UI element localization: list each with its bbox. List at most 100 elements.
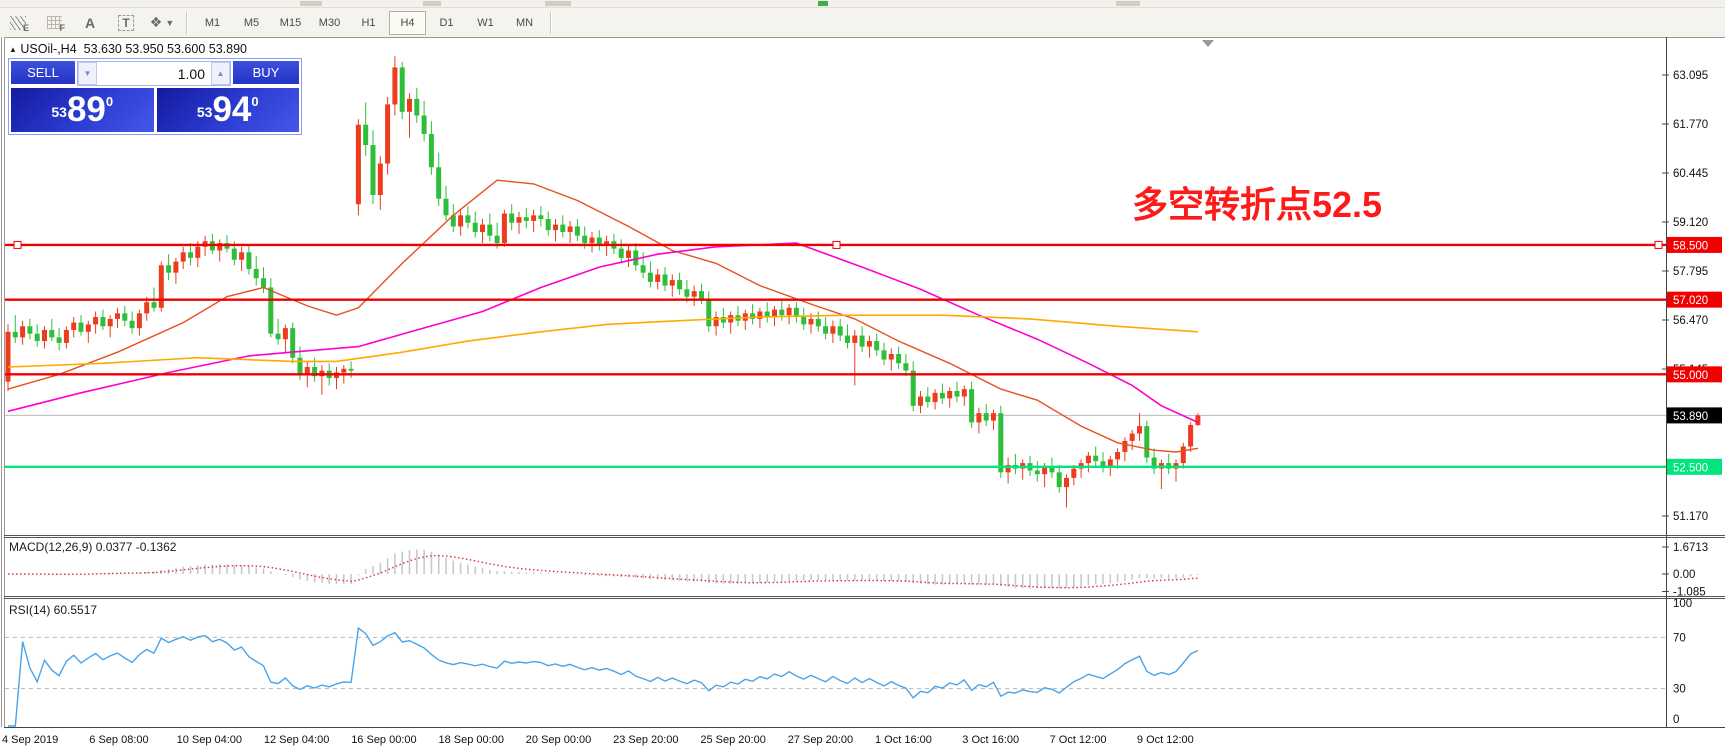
sell-price-tile[interactable]: 53 89 0 <box>11 88 154 132</box>
rsi-label: RSI(14) 60.5517 <box>9 603 98 617</box>
candle-body <box>12 331 18 338</box>
chart-window: 63.09561.77060.44559.12057.79556.47055.1… <box>0 37 1725 752</box>
chart-title: ▲ USOil-,H4 53.630 53.950 53.600 53.890 <box>9 42 247 56</box>
candle-body <box>969 389 975 423</box>
time-axis-label: 4 Sep 2019 <box>2 734 58 746</box>
timeframe-button-d1[interactable]: D1 <box>439 16 454 29</box>
candle-body <box>669 280 675 286</box>
candle-body <box>896 354 902 364</box>
candle-body <box>399 67 405 112</box>
sell-button[interactable]: SELL <box>11 61 75 86</box>
timeframe-button-mn[interactable]: MN <box>515 16 534 29</box>
candle-body <box>1085 455 1091 464</box>
svg-text:57.795: 57.795 <box>1673 266 1708 278</box>
candle-body <box>129 320 135 329</box>
toolbar-separator <box>550 11 551 34</box>
candle-body <box>604 241 610 245</box>
candle-body <box>407 98 412 112</box>
timeframe-button-m5[interactable]: M5 <box>243 16 260 29</box>
volume-stepper: ▼ ▲ <box>77 61 231 86</box>
candle-body <box>377 163 383 196</box>
candle-body <box>458 215 464 227</box>
buy-price-sup: 0 <box>251 94 259 109</box>
volume-increase-button[interactable]: ▲ <box>211 62 230 85</box>
candle-body <box>640 265 646 273</box>
candle-body <box>100 317 106 327</box>
buy-button[interactable]: BUY <box>233 61 299 86</box>
volume-input[interactable] <box>97 62 211 85</box>
volume-decrease-button[interactable]: ▼ <box>78 62 97 85</box>
candle-body <box>136 313 142 329</box>
candle-body <box>1122 440 1128 453</box>
candle-body <box>217 243 223 251</box>
candle-body <box>290 328 296 358</box>
candle-body <box>910 370 916 406</box>
cycle-arrows-icon[interactable]: ❖ ▼ <box>145 11 179 35</box>
timeframe-button-w1[interactable]: W1 <box>477 16 494 29</box>
candle-body <box>655 274 661 282</box>
candle-body <box>874 341 880 351</box>
time-axis-label: 25 Sep 20:00 <box>700 734 765 746</box>
text-label-icon[interactable]: A <box>73 11 107 35</box>
time-axis-label: 27 Sep 20:00 <box>788 734 853 746</box>
candle-body <box>538 215 544 220</box>
candle-body <box>144 302 150 314</box>
text-box-icon[interactable]: T <box>109 11 143 35</box>
collapse-triangle-icon[interactable]: ▲ <box>9 45 17 54</box>
candle-body <box>282 328 288 340</box>
candle-body <box>253 268 259 279</box>
candle-body <box>888 354 894 360</box>
candle-body <box>472 222 478 232</box>
candle-body <box>983 413 989 421</box>
tool-sub-label: F <box>59 22 66 33</box>
candle-body <box>239 252 245 260</box>
candle-body <box>231 248 237 260</box>
chevron-down-icon[interactable]: ▼ <box>165 17 175 28</box>
candle-body <box>370 145 376 196</box>
time-axis-label: 1 Oct 16:00 <box>875 734 932 746</box>
candle-body <box>71 322 77 330</box>
svg-text:63.095: 63.095 <box>1673 70 1708 82</box>
timeframe-button-h1[interactable]: H1 <box>361 16 376 29</box>
candle-body <box>122 313 128 321</box>
candle-body <box>85 324 91 332</box>
clipped-icon <box>423 1 441 6</box>
candle-body <box>1071 468 1077 478</box>
time-axis-label: 6 Sep 08:00 <box>89 734 148 746</box>
chart-text-annotation[interactable]: 多空转折点52.5 <box>1132 184 1383 225</box>
timeframe-button-m15[interactable]: M15 <box>279 16 302 29</box>
candle-body <box>1049 466 1055 473</box>
candle-body <box>560 224 566 232</box>
candle-body <box>363 124 369 146</box>
buy-price-int: 53 <box>196 104 213 120</box>
buy-price-tile[interactable]: 53 94 0 <box>156 88 299 132</box>
timeframe-button-m30[interactable]: M30 <box>318 16 341 29</box>
svg-text:100: 100 <box>1673 598 1692 610</box>
timeframe-button-m1[interactable]: M1 <box>204 16 221 29</box>
clipped-icon <box>545 1 571 6</box>
grid-icon[interactable]: F <box>37 11 71 35</box>
svg-text:59.120: 59.120 <box>1673 217 1708 229</box>
candle-body <box>355 124 361 205</box>
candle-body <box>275 333 281 340</box>
candle-body <box>480 224 485 232</box>
candle-body <box>34 333 40 342</box>
candle-body <box>1115 452 1121 460</box>
candle-body <box>509 213 515 223</box>
candle-body <box>720 317 726 323</box>
candle-body <box>188 252 193 258</box>
expert-pattern-icon[interactable]: E <box>1 11 35 35</box>
candle-body <box>553 224 558 231</box>
candle-body <box>158 265 164 308</box>
svg-text:70: 70 <box>1673 632 1686 644</box>
candle-body <box>443 198 449 216</box>
candle-body <box>830 326 836 334</box>
candle-body <box>516 217 522 223</box>
moving-average-line <box>7 179 1199 453</box>
candle-body <box>764 311 770 318</box>
timeframe-button-h4[interactable]: H4 <box>389 10 426 35</box>
candle-body <box>939 392 945 399</box>
candle-body <box>779 309 785 316</box>
candle-body <box>815 318 821 327</box>
candle-body <box>195 246 201 258</box>
